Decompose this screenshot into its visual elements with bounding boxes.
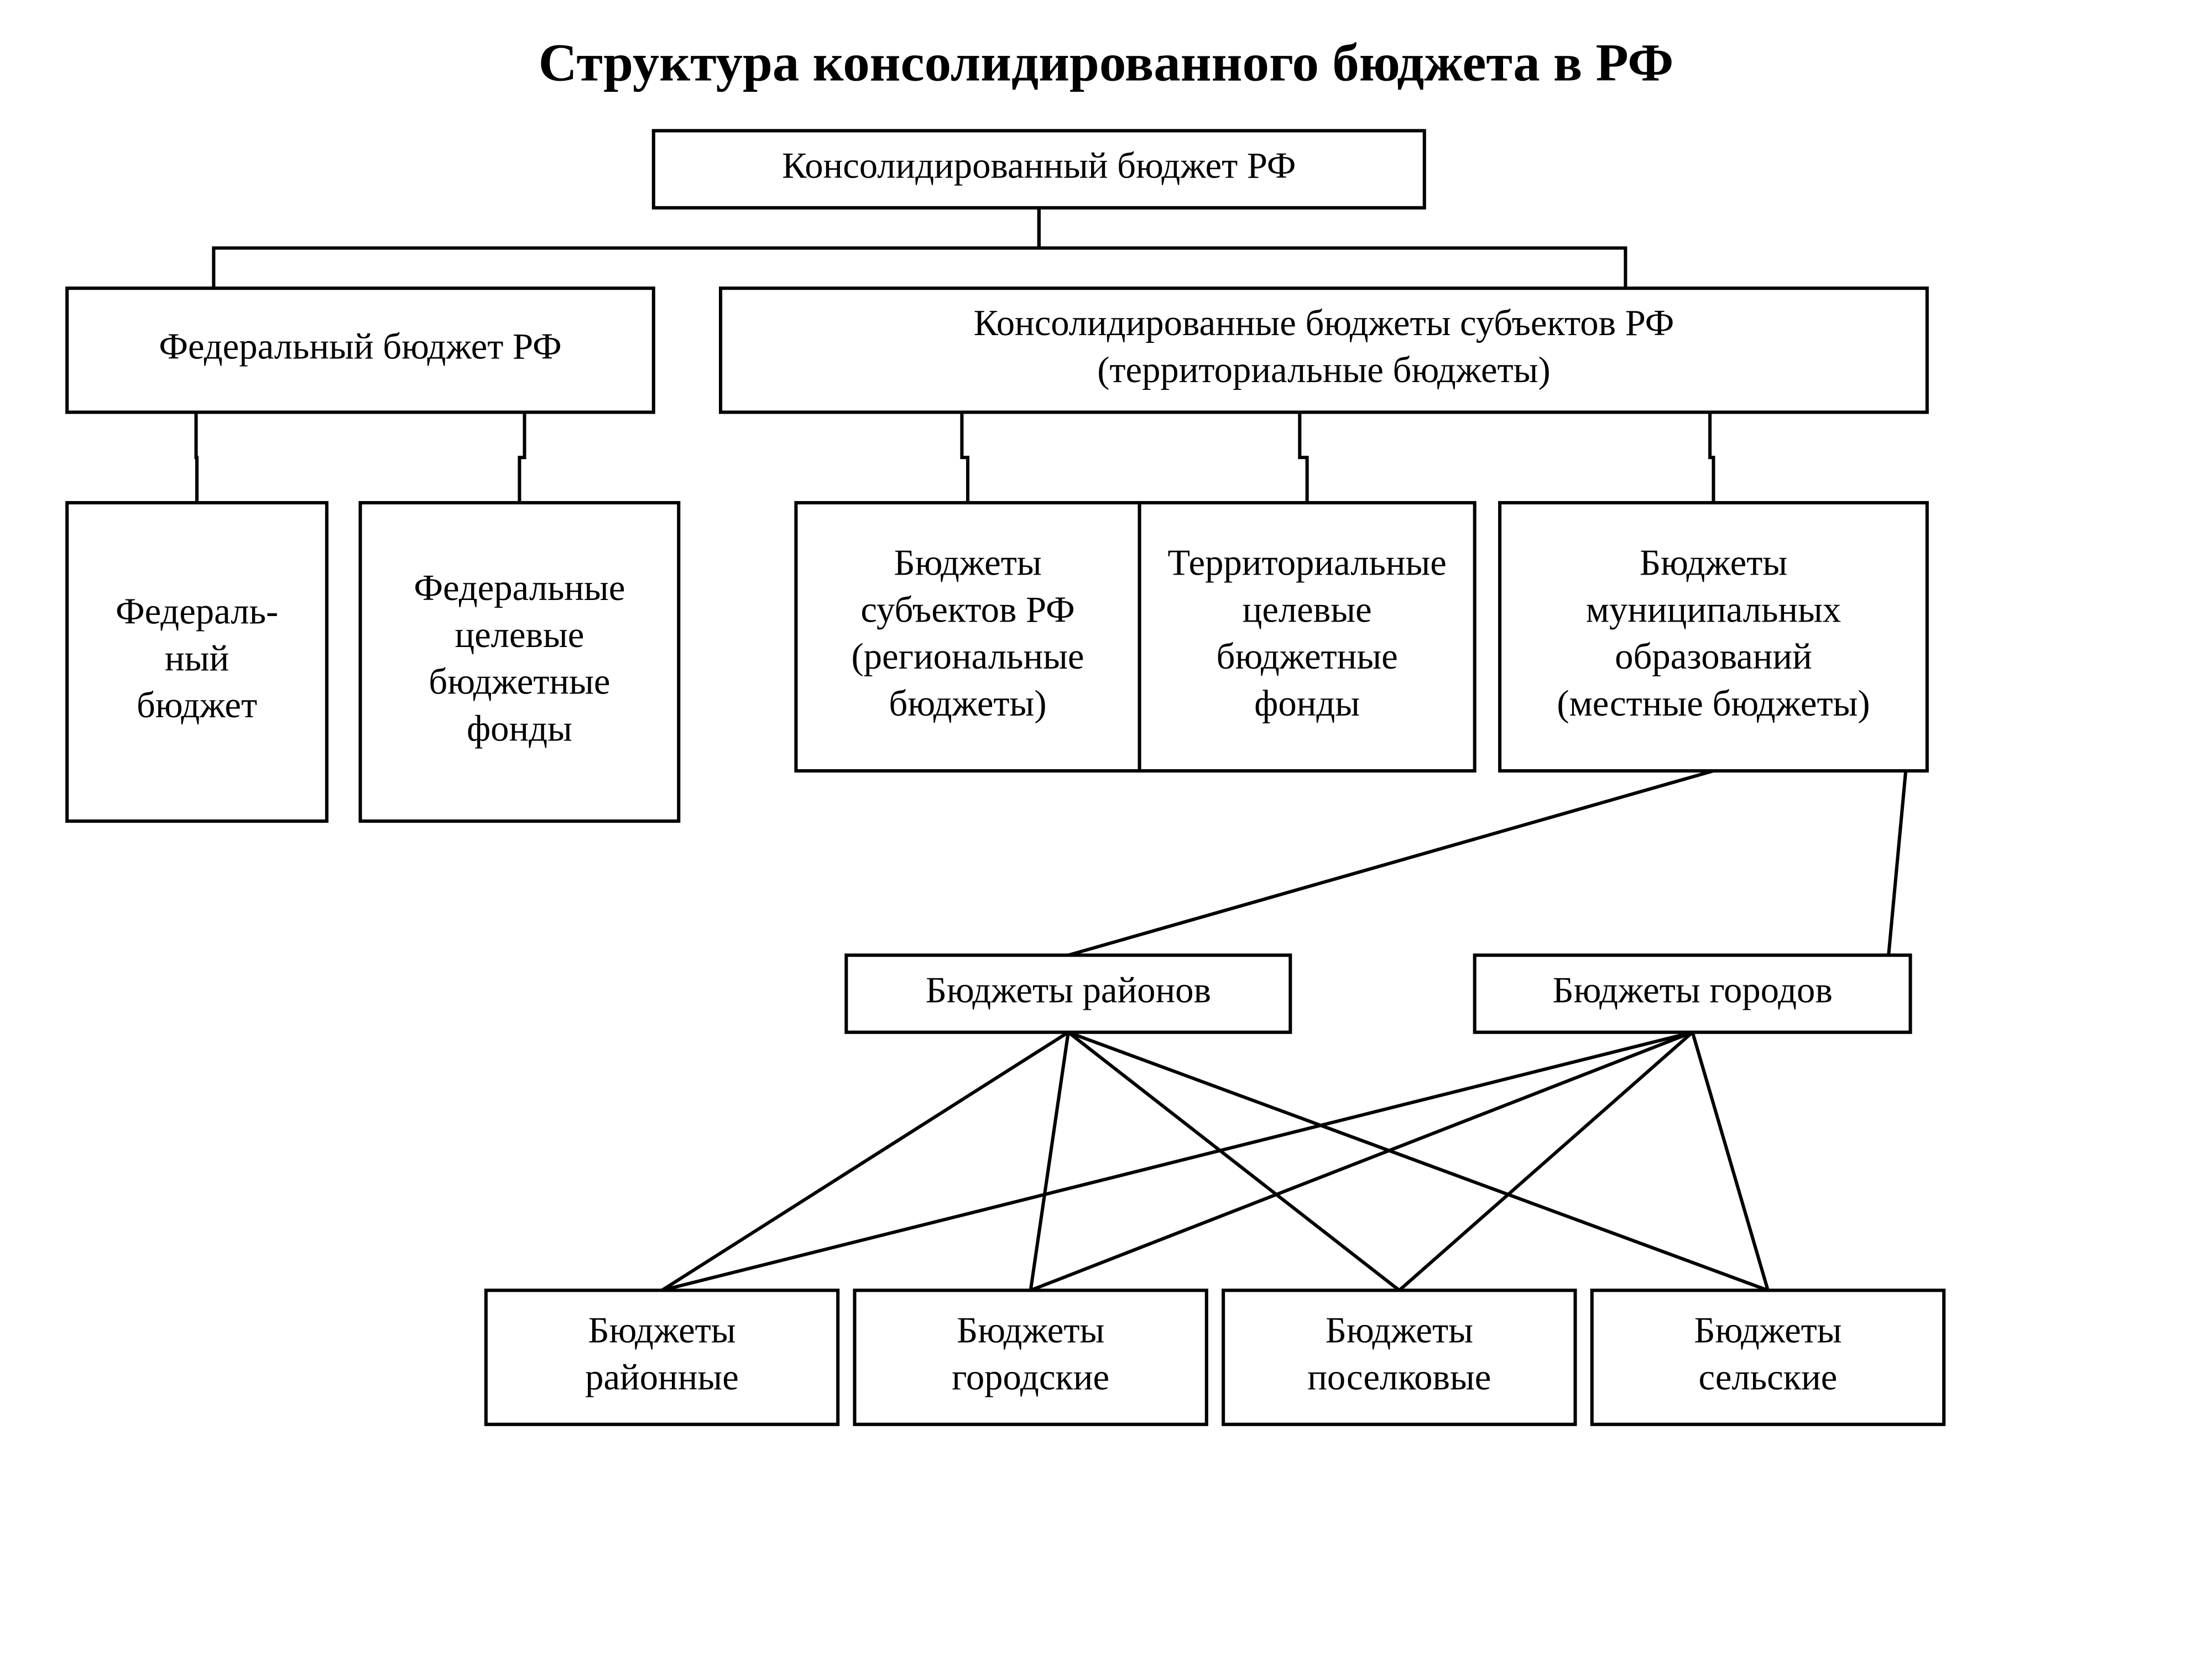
node-districts-label: Бюджеты районов	[926, 970, 1211, 1010]
node-root: Консолидированный бюджет РФ	[654, 131, 1425, 207]
budget-structure-diagram: Структура консолидированного бюджета в Р…	[0, 0, 2212, 1642]
node-fed_funds-label: бюджетные	[429, 662, 610, 702]
node-cities: Бюджеты городов	[1475, 955, 1911, 1032]
node-cons_sub-label: Консолидированные бюджеты субъектов РФ	[974, 303, 1674, 343]
node-reg_budget: Бюджеты субъектов РФ (региональные бюджеты)	[796, 503, 1139, 771]
node-reg_budget-label: (региональные	[852, 637, 1084, 677]
node-fed_budget: Федераль-ный бюджет	[67, 503, 327, 821]
node-terr_funds: Территориальные целевые бюджетные фонды	[1140, 503, 1475, 771]
node-b_district: Бюджеты районные	[486, 1290, 838, 1424]
node-fed_funds-label: фонды	[467, 709, 572, 749]
node-cons_sub: Консолидированные бюджеты субъектов РФ (т…	[721, 288, 1927, 412]
node-fed_funds-label: Федеральные	[414, 568, 625, 608]
node-fed-label: Федеральный бюджет РФ	[159, 327, 561, 367]
node-mun_budget-label: (местные бюджеты)	[1557, 684, 1870, 724]
diagram-title: Структура консолидированного бюджета в Р…	[539, 33, 1674, 92]
node-terr_funds-label: фонды	[1254, 684, 1360, 724]
node-fed_budget-label: ный	[165, 638, 229, 679]
node-cons_sub-label: (территориальные бюджеты)	[1097, 350, 1550, 390]
node-root-label: Консолидированный бюджет РФ	[782, 145, 1296, 186]
node-cities-label: Бюджеты городов	[1552, 970, 1832, 1010]
node-terr_funds-label: целевые	[1243, 589, 1372, 630]
node-fed: Федеральный бюджет РФ	[67, 288, 654, 412]
node-terr_funds-label: Территориальные	[1167, 543, 1447, 583]
node-districts: Бюджеты районов	[846, 955, 1290, 1032]
node-reg_budget-label: бюджеты)	[889, 684, 1046, 724]
node-reg_budget-label: субъектов РФ	[860, 589, 1074, 630]
node-b_rural-label: сельские	[1699, 1357, 1838, 1397]
node-fed_budget-label: Федераль-	[116, 591, 278, 632]
diagram-container: Структура консолидированного бюджета в Р…	[0, 0, 2212, 1642]
node-b_city-label: Бюджеты	[957, 1310, 1104, 1350]
node-b_rural-label: Бюджеты	[1694, 1310, 1841, 1350]
edge-fed-fed_budget	[196, 412, 197, 503]
node-b_district-label: районные	[585, 1357, 739, 1397]
node-b_district-label: Бюджеты	[588, 1310, 735, 1350]
node-mun_budget-label: Бюджеты	[1640, 543, 1787, 583]
node-terr_funds-label: бюджетные	[1217, 637, 1398, 677]
node-fed_budget-label: бюджет	[137, 685, 257, 726]
node-b_rural: Бюджеты сельские	[1592, 1290, 1944, 1424]
node-b_village: Бюджеты поселковые	[1223, 1290, 1575, 1424]
node-fed_funds-label: целевые	[455, 615, 584, 655]
node-b_village-label: Бюджеты	[1326, 1310, 1473, 1350]
node-fed_funds: Федеральные целевые бюджетные фонды	[361, 503, 679, 821]
node-mun_budget-label: образований	[1615, 637, 1812, 677]
node-b_village-label: поселковые	[1307, 1357, 1491, 1397]
node-b_city: Бюджеты городские	[854, 1290, 1206, 1424]
node-b_city-label: городские	[952, 1357, 1109, 1397]
node-mun_budget-label: муниципальных	[1586, 589, 1841, 630]
node-mun_budget: Бюджеты муниципальных образований (местные …	[1500, 503, 1927, 771]
node-reg_budget-label: Бюджеты	[894, 543, 1041, 583]
